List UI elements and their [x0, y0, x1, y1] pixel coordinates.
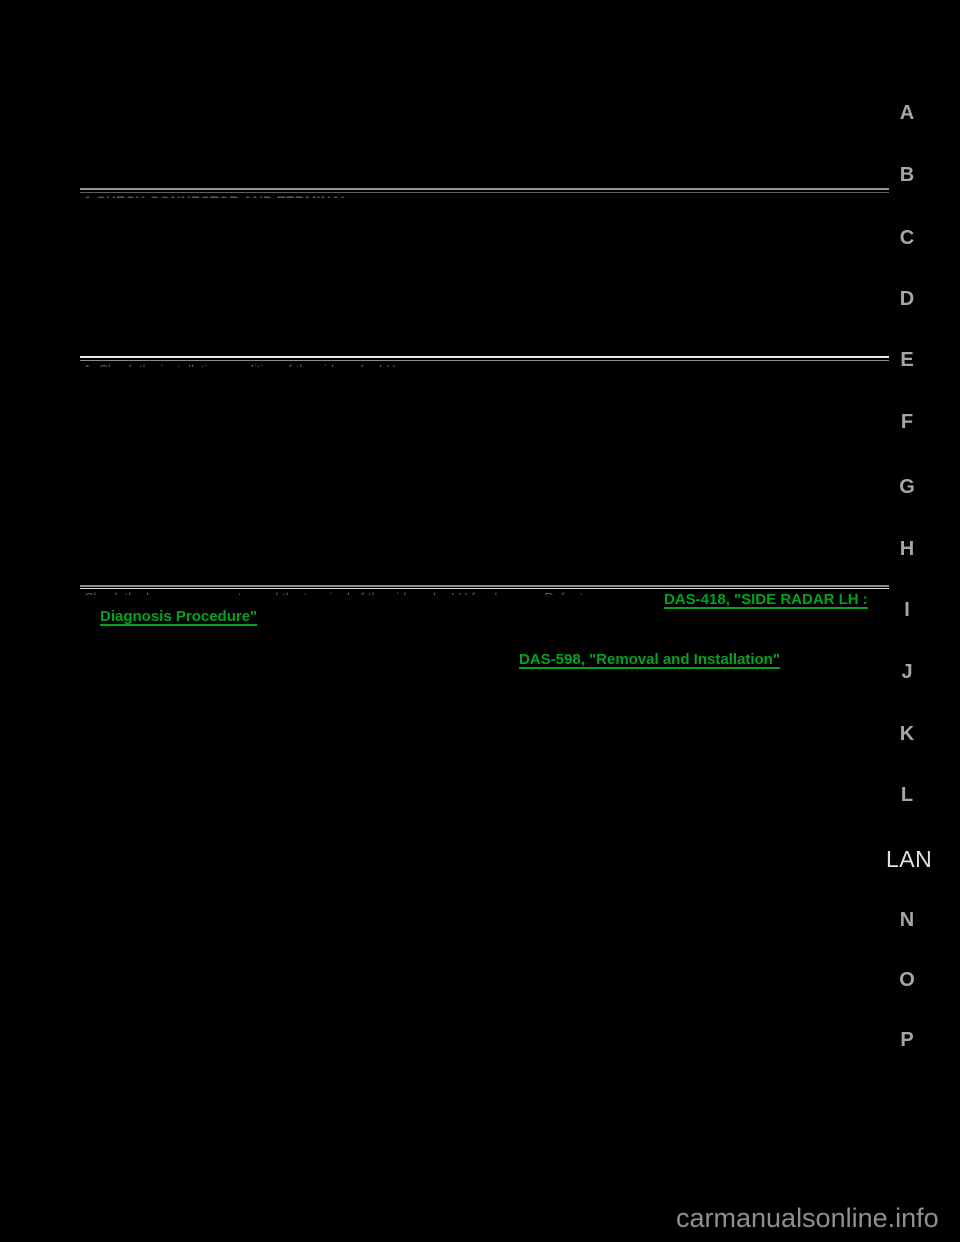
section-tab-l: L — [900, 784, 914, 806]
section-divider-3-top — [80, 585, 889, 587]
section-tab-i: I — [904, 599, 910, 621]
watermark-text: carmanualsonline.info — [676, 1203, 939, 1233]
section-tab-b: B — [899, 164, 915, 186]
section-divider-2-bottom — [80, 360, 889, 361]
section-tab-a: A — [899, 102, 915, 124]
section-tab-p: P — [900, 1029, 914, 1051]
diagnosis-procedure-link[interactable]: Diagnosis Procedure" — [100, 608, 258, 625]
section-tab-d: D — [899, 288, 915, 310]
das-418-side-radar-lh-link[interactable]: DAS-418, "SIDE RADAR LH : — [664, 591, 868, 608]
section-tab-n: N — [899, 909, 915, 931]
section-divider-2-top — [80, 356, 889, 358]
section-tab-c: C — [899, 227, 915, 249]
clipped-text-line-1: 1.CHECK CONNECTOR AND TERMINAL — [84, 194, 349, 198]
clipped-text-line-2: 1. Check the installation condition of t… — [84, 363, 399, 367]
section-tab-lan-active: LAN — [886, 846, 933, 872]
das-598-removal-installation-link[interactable]: DAS-598, "Removal and Installation" — [519, 651, 780, 668]
section-divider-1-top — [80, 188, 889, 190]
section-tab-j: J — [901, 661, 913, 683]
section-divider-1-bottom — [80, 192, 889, 193]
section-tab-e: E — [900, 349, 914, 371]
section-tab-o: O — [899, 969, 915, 991]
section-tab-f: F — [900, 411, 914, 433]
section-divider-3-bottom — [80, 588, 889, 589]
clipped-text-line-3: Check the harness connector and the term… — [84, 591, 656, 595]
section-tab-g: G — [899, 476, 915, 498]
section-tab-h: H — [899, 538, 915, 560]
section-tab-k: K — [899, 723, 915, 745]
